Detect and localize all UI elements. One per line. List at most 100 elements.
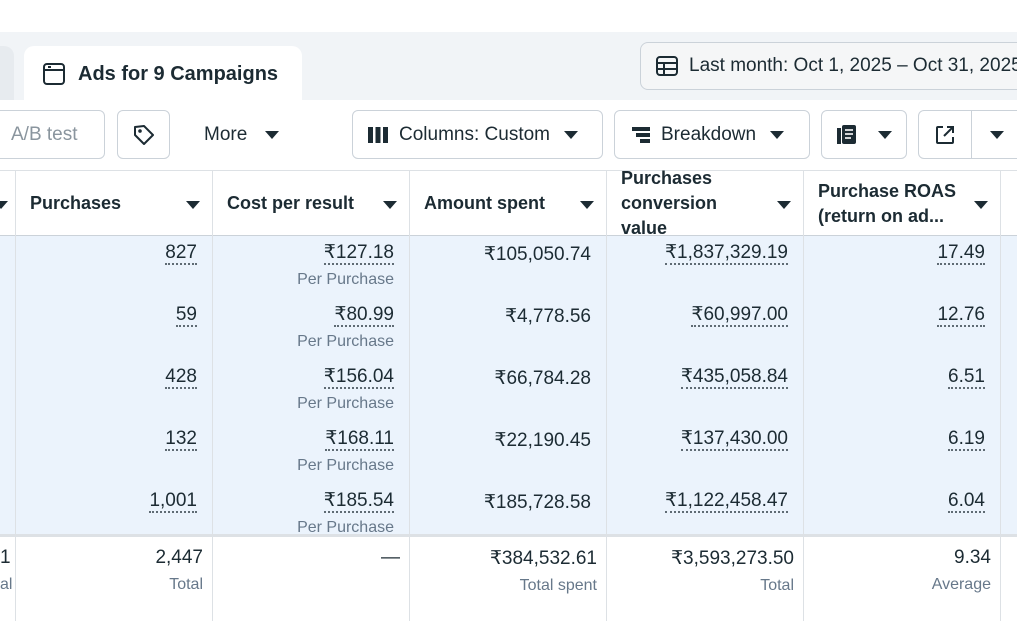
roas-value[interactable]: 12.76 bbox=[937, 304, 985, 327]
export-button[interactable] bbox=[919, 111, 972, 158]
top-bar bbox=[0, 0, 1017, 32]
conversion-value[interactable]: ₹435,058.84 bbox=[680, 366, 788, 389]
column-divider bbox=[803, 170, 804, 621]
table-body: 827 ₹127.18 Per Purchase ₹105,050.74 ₹1,8… bbox=[0, 236, 1017, 534]
purchases-value[interactable]: 132 bbox=[165, 428, 197, 451]
purchases-value[interactable]: 59 bbox=[175, 304, 197, 327]
spent-value: ₹185,728.58 bbox=[483, 492, 591, 513]
calendar-table-icon bbox=[656, 56, 678, 76]
chevron-down-icon bbox=[878, 130, 892, 139]
purchases-value[interactable]: 428 bbox=[165, 366, 197, 389]
cost-value[interactable]: ₹80.99 bbox=[334, 304, 394, 327]
chevron-down-icon bbox=[265, 130, 280, 139]
tab-ads-label: Ads for 9 Campaigns bbox=[78, 62, 279, 85]
reports-icon bbox=[837, 124, 856, 144]
chevron-down-icon bbox=[580, 201, 594, 209]
date-range-picker[interactable]: Last month: Oct 1, 2025 – Oct 31, 2025 bbox=[640, 42, 1017, 90]
table-totals-row: 1 al 2,447 Total — ₹384,532.61 Total spe… bbox=[0, 534, 1017, 621]
column-divider bbox=[15, 170, 16, 621]
table-row[interactable]: 827 ₹127.18 Per Purchase ₹105,050.74 ₹1,8… bbox=[0, 236, 1017, 298]
cost-total: — bbox=[381, 547, 400, 568]
column-header-label: Cost per result bbox=[227, 193, 355, 213]
purchases-total: 2,447 bbox=[155, 547, 203, 568]
roas-value[interactable]: 6.51 bbox=[948, 366, 985, 389]
breakdown-icon bbox=[632, 126, 650, 143]
table-header: Purchases Cost per result Amount spent P… bbox=[0, 168, 1017, 238]
table-row[interactable]: 428 ₹156.04 Per Purchase ₹66,784.28 ₹435,… bbox=[0, 360, 1017, 422]
column-header-purchases[interactable]: Purchases bbox=[16, 171, 213, 236]
spent-value: ₹66,784.28 bbox=[494, 368, 591, 389]
cost-sublabel: Per Purchase bbox=[297, 333, 394, 350]
column-divider bbox=[212, 170, 213, 621]
purchases-value[interactable]: 1,001 bbox=[149, 490, 197, 513]
spent-value: ₹22,190.45 bbox=[494, 430, 591, 451]
spent-total-label: Total spent bbox=[519, 577, 597, 594]
column-header-label: Purchases conversion value bbox=[621, 168, 718, 238]
chevron-down-icon bbox=[777, 201, 791, 209]
spent-value: ₹4,778.56 bbox=[504, 306, 591, 327]
conversion-total-label: Total bbox=[760, 577, 794, 594]
ad-window-icon bbox=[43, 63, 65, 85]
table-row[interactable]: 132 ₹168.11 Per Purchase ₹22,190.45 ₹137,… bbox=[0, 422, 1017, 484]
roas-total: 9.34 bbox=[954, 547, 991, 568]
purchases-total-label: Total bbox=[169, 576, 203, 593]
cost-value[interactable]: ₹185.54 bbox=[323, 490, 394, 513]
ab-test-button[interactable]: A/B test bbox=[0, 110, 105, 159]
more-label: More bbox=[204, 123, 248, 145]
column-header-partial[interactable] bbox=[0, 171, 16, 236]
cost-value[interactable]: ₹156.04 bbox=[323, 366, 394, 389]
breakdown-button[interactable]: Breakdown bbox=[614, 110, 810, 159]
column-header-cost-per-result[interactable]: Cost per result bbox=[213, 171, 410, 236]
chevron-down-icon bbox=[974, 201, 988, 209]
roas-value[interactable]: 17.49 bbox=[937, 242, 985, 265]
cost-sublabel: Per Purchase bbox=[297, 395, 394, 412]
columns-icon bbox=[368, 126, 388, 143]
chevron-down-icon bbox=[770, 130, 785, 139]
roas-value[interactable]: 6.04 bbox=[948, 490, 985, 513]
ads-table: Purchases Cost per result Amount spent P… bbox=[0, 168, 1017, 621]
column-header-amount-spent[interactable]: Amount spent bbox=[410, 171, 607, 236]
reports-button[interactable] bbox=[821, 110, 907, 159]
columns-button[interactable]: Columns: Custom bbox=[352, 110, 603, 159]
chevron-down-icon bbox=[186, 201, 200, 209]
table-row[interactable]: 1,001 ₹185.54 Per Purchase ₹185,728.58 ₹1… bbox=[0, 484, 1017, 534]
column-divider bbox=[1000, 170, 1001, 621]
chevron-down-icon bbox=[564, 130, 578, 139]
toolbar: A/B test More Columns: Custom Breakdown bbox=[0, 100, 1017, 170]
column-divider bbox=[409, 170, 410, 621]
table-row[interactable]: 59 ₹80.99 Per Purchase ₹4,778.56 ₹60,997.… bbox=[0, 298, 1017, 360]
column-header-label: Purchases bbox=[30, 193, 122, 213]
spent-total: ₹384,532.61 bbox=[489, 548, 597, 569]
column-header-label: Amount spent bbox=[424, 193, 545, 213]
chevron-down-icon bbox=[990, 130, 1004, 139]
conversion-value[interactable]: ₹1,122,458.47 bbox=[664, 490, 788, 513]
spent-value: ₹105,050.74 bbox=[483, 244, 591, 265]
partial-total-value: 1 bbox=[0, 547, 11, 568]
date-range-label: Last month: Oct 1, 2025 – Oct 31, 2025 bbox=[689, 55, 1017, 76]
tag-icon bbox=[133, 124, 154, 145]
conversion-value[interactable]: ₹1,837,329.19 bbox=[664, 242, 788, 265]
more-button[interactable]: More bbox=[190, 110, 290, 159]
conversion-value[interactable]: ₹137,430.00 bbox=[680, 428, 788, 451]
column-header-label: Purchase ROAS (return on ad... bbox=[818, 180, 957, 226]
conversion-total: ₹3,593,273.50 bbox=[670, 548, 794, 569]
export-dropdown[interactable] bbox=[972, 111, 1017, 158]
purchases-value[interactable]: 827 bbox=[165, 242, 197, 265]
ab-test-label: A/B test bbox=[11, 123, 78, 145]
chevron-down-icon bbox=[0, 201, 8, 209]
tab-ads[interactable]: Ads for 9 Campaigns bbox=[24, 46, 302, 102]
column-header-conversion-value[interactable]: Purchases conversion value bbox=[607, 168, 804, 238]
partial-total-label: al bbox=[0, 576, 13, 593]
tag-button[interactable] bbox=[117, 110, 170, 159]
chevron-down-icon bbox=[383, 201, 397, 209]
export-button-group bbox=[918, 110, 1017, 159]
roas-total-label: Average bbox=[931, 576, 991, 593]
column-divider bbox=[606, 170, 607, 621]
cost-value[interactable]: ₹127.18 bbox=[323, 242, 394, 265]
breakdown-label: Breakdown bbox=[661, 123, 757, 145]
conversion-value[interactable]: ₹60,997.00 bbox=[691, 304, 788, 327]
column-header-roas[interactable]: Purchase ROAS (return on ad... bbox=[804, 171, 1001, 236]
cost-sublabel: Per Purchase bbox=[297, 271, 394, 288]
cost-value[interactable]: ₹168.11 bbox=[325, 428, 394, 451]
roas-value[interactable]: 6.19 bbox=[948, 428, 985, 451]
